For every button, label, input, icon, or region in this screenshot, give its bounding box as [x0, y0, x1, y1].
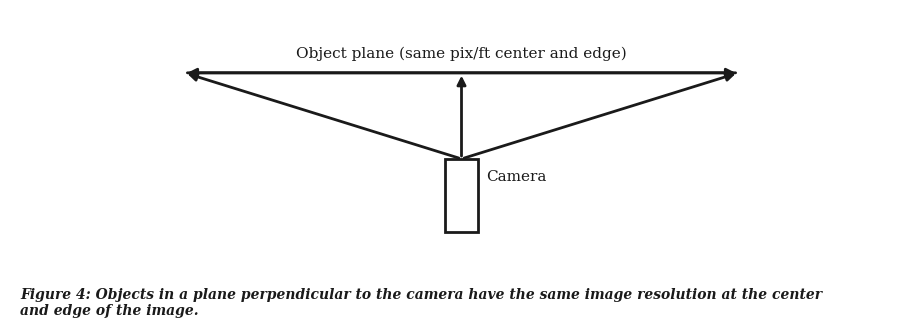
Text: Figure 4: Objects in a plane perpendicular to the camera have the same image res: Figure 4: Objects in a plane perpendicul… [20, 288, 822, 318]
Text: Camera: Camera [486, 170, 546, 184]
Bar [445, 159, 478, 232]
Text: Object plane (same pix/ft center and edge): Object plane (same pix/ft center and edg… [296, 47, 627, 61]
